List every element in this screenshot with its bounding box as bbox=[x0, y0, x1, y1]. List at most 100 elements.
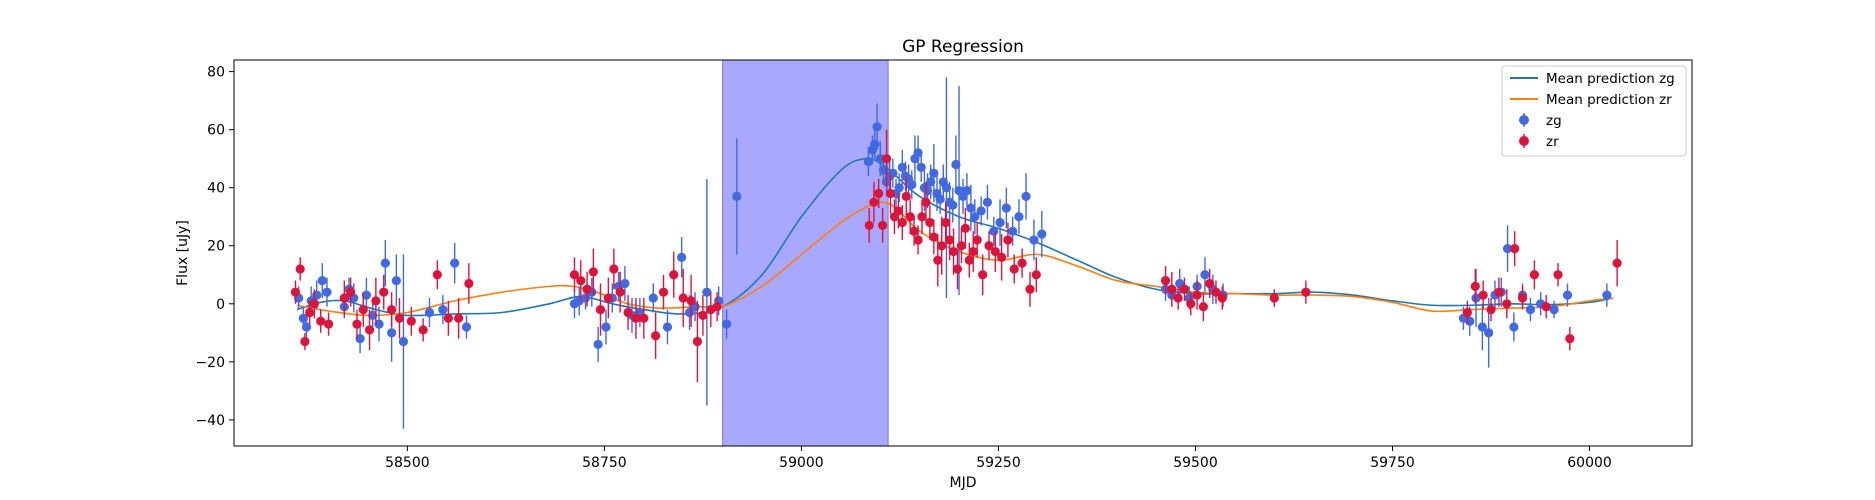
x-tick-label: 59250 bbox=[976, 455, 1021, 471]
zg-point bbox=[438, 304, 448, 315]
zg-point bbox=[1001, 203, 1011, 213]
zr-point bbox=[1217, 293, 1227, 303]
zg-point bbox=[1602, 290, 1612, 300]
zg-point bbox=[1562, 290, 1573, 300]
zr-point bbox=[945, 235, 955, 245]
zg-point bbox=[677, 252, 687, 262]
zr-point bbox=[418, 325, 428, 335]
zr-point bbox=[917, 212, 927, 222]
zr-point bbox=[290, 287, 301, 297]
zr-point bbox=[379, 287, 389, 297]
zr-point bbox=[576, 275, 586, 286]
zr-point bbox=[1167, 284, 1177, 294]
zr-point bbox=[639, 313, 649, 323]
zr-point bbox=[864, 220, 874, 231]
zr-point bbox=[443, 313, 453, 323]
zg-point bbox=[368, 310, 378, 320]
zr-point bbox=[1565, 334, 1575, 344]
zg-point bbox=[1037, 229, 1047, 239]
zr-point bbox=[874, 188, 884, 199]
zr-point bbox=[1494, 287, 1504, 297]
zr-point bbox=[595, 304, 606, 315]
zr-point bbox=[686, 296, 696, 306]
zg-point bbox=[941, 183, 952, 193]
highlight-span bbox=[722, 60, 889, 446]
legend: Mean prediction zg Mean prediction zr zg… bbox=[1501, 65, 1687, 157]
zr-point bbox=[1186, 299, 1196, 309]
zr-point bbox=[603, 293, 613, 303]
zr-point bbox=[678, 293, 688, 303]
zr-point bbox=[669, 270, 679, 280]
zg-point bbox=[1525, 304, 1536, 315]
x-tick-label: 59000 bbox=[779, 455, 824, 471]
zg-point bbox=[982, 197, 993, 207]
zr-point bbox=[1179, 284, 1190, 294]
legend-label-zg: zg bbox=[1546, 113, 1562, 129]
zr-point bbox=[869, 197, 879, 207]
zg-point bbox=[684, 307, 695, 318]
zr-point bbox=[1510, 244, 1520, 254]
zr-point bbox=[881, 154, 892, 164]
zr-point bbox=[941, 217, 951, 228]
zr-point bbox=[454, 313, 464, 323]
zg-point bbox=[1014, 212, 1024, 222]
zr-point bbox=[316, 316, 326, 326]
zr-point bbox=[623, 307, 633, 318]
zr-point bbox=[937, 241, 947, 251]
zg-point bbox=[913, 148, 923, 158]
zr-point bbox=[885, 188, 896, 199]
zg-point bbox=[424, 307, 435, 318]
zg-point bbox=[620, 278, 630, 289]
legend-swatch-zr-marker bbox=[1519, 136, 1529, 146]
zg-point bbox=[888, 168, 898, 178]
zr-point bbox=[300, 336, 310, 347]
zr-point bbox=[1541, 302, 1551, 312]
zr-point bbox=[1160, 275, 1171, 286]
zg-point bbox=[732, 191, 742, 202]
zr-point bbox=[387, 304, 397, 315]
zg-point bbox=[966, 203, 976, 213]
zg-point bbox=[601, 322, 611, 332]
zr-point bbox=[972, 235, 982, 245]
zr-point bbox=[712, 302, 722, 312]
x-tick-label: 58500 bbox=[385, 455, 430, 471]
legend-label-mean-zg: Mean prediction zg bbox=[1546, 71, 1675, 87]
zg-point bbox=[1549, 304, 1559, 315]
zg-point bbox=[989, 226, 999, 236]
zr-point bbox=[1517, 293, 1528, 303]
legend-label-mean-zr: Mean prediction zr bbox=[1546, 92, 1672, 108]
y-tick-label: −40 bbox=[195, 413, 225, 429]
zg-point bbox=[995, 217, 1005, 228]
zr-point bbox=[394, 313, 405, 323]
zg-point bbox=[1200, 270, 1210, 280]
zg-point bbox=[450, 258, 460, 268]
zr-point bbox=[1031, 270, 1041, 280]
zr-point bbox=[569, 270, 580, 280]
zg-point bbox=[593, 339, 603, 350]
chart-title: GP Regression bbox=[902, 37, 1024, 57]
zr-point bbox=[1553, 270, 1563, 280]
zr-point bbox=[406, 316, 416, 326]
zr-point bbox=[309, 299, 319, 309]
zr-point bbox=[1269, 293, 1279, 303]
zr-point bbox=[323, 319, 334, 329]
zr-point bbox=[984, 241, 994, 251]
y-tick-label: 0 bbox=[216, 297, 225, 313]
x-tick-label: 59750 bbox=[1370, 455, 1415, 471]
zr-point bbox=[588, 267, 598, 277]
zr-point bbox=[1612, 258, 1622, 268]
zr-point bbox=[1462, 307, 1472, 318]
zr-point bbox=[305, 307, 315, 318]
zr-point bbox=[878, 220, 888, 231]
zr-point bbox=[582, 284, 592, 294]
zg-point bbox=[702, 287, 712, 297]
zg-point bbox=[970, 212, 980, 222]
zg-point bbox=[1465, 316, 1475, 326]
legend-label-zr: zr bbox=[1546, 134, 1559, 150]
zg-point bbox=[863, 156, 874, 167]
zr-point bbox=[1478, 290, 1488, 300]
zg-point bbox=[461, 322, 472, 332]
zr-point bbox=[1192, 290, 1202, 300]
zg-point bbox=[1008, 226, 1018, 236]
zr-point bbox=[990, 246, 1000, 257]
